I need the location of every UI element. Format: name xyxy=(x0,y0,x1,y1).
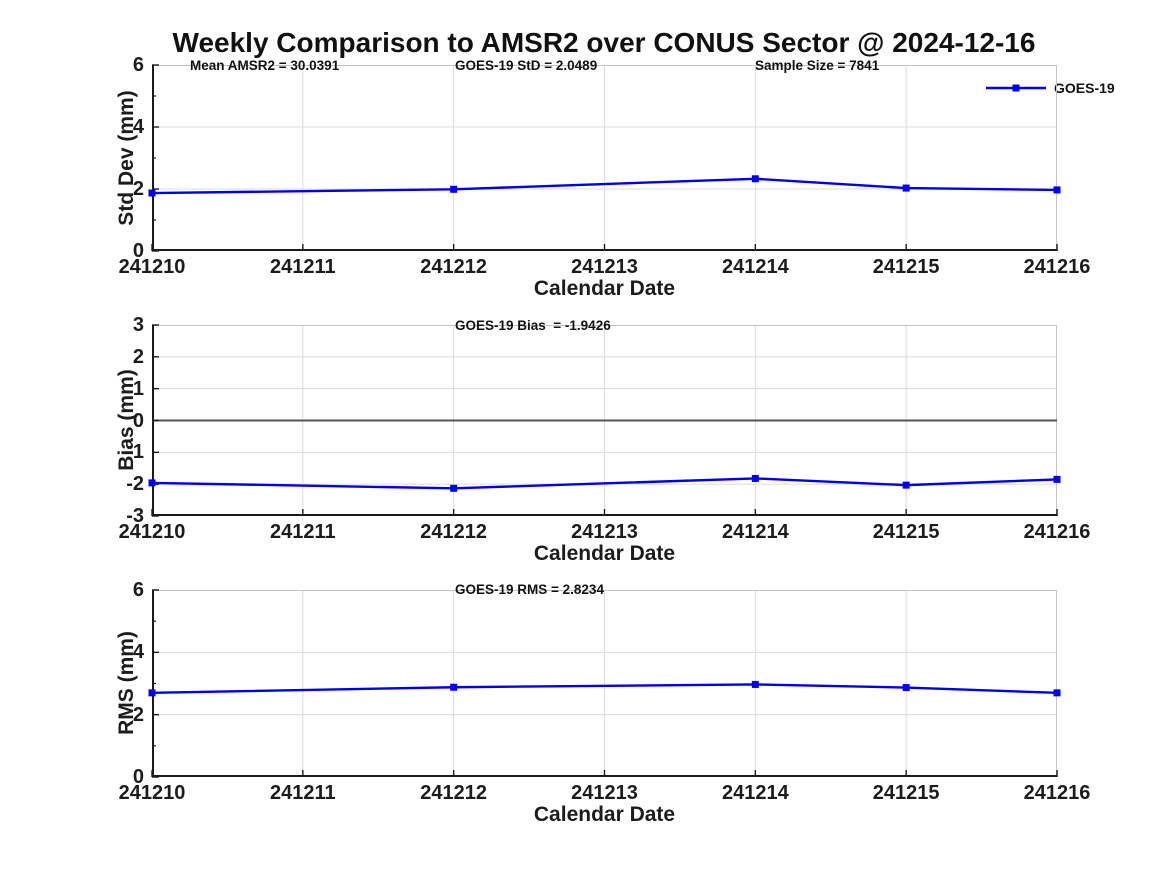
rms-y-tick-label: 0 xyxy=(132,766,144,788)
bias-x-tick-label: 241215 xyxy=(872,521,940,543)
rms-data-marker xyxy=(450,683,458,691)
rms-x-tick-label: 241211 xyxy=(270,782,336,804)
bias-y-tick-label: 2 xyxy=(132,345,144,368)
std-dev-y-tick-label: 0 xyxy=(132,240,144,262)
rms-data-marker xyxy=(148,689,156,697)
rms-y-tick-label: 4 xyxy=(132,641,144,664)
bias-x-tick-label: 241214 xyxy=(721,521,789,543)
rms-x-tick-label: 241216 xyxy=(1023,782,1091,804)
std-dev-y-tick-label: 4 xyxy=(132,116,144,138)
rms-x-tick-label: 241215 xyxy=(872,782,940,804)
rms-x-tick-label: 241210 xyxy=(118,782,186,804)
std-dev-data-marker xyxy=(1053,186,1061,194)
std-dev-data-marker xyxy=(902,184,910,192)
annotation-goes19-bias: GOES-19 Bias = -1.9426 xyxy=(455,318,611,333)
rms-y-tick-label: 2 xyxy=(132,703,144,726)
bias-y-tick-label: -3 xyxy=(126,505,144,527)
bias-data-marker xyxy=(902,481,910,489)
bias-y-tick-label: 3 xyxy=(132,314,144,336)
std-dev-data-marker xyxy=(751,175,759,183)
legend-label: GOES-19 xyxy=(1054,80,1115,96)
stddev-x-axis-label: Calendar Date xyxy=(533,277,676,300)
legend-line-marker-icon xyxy=(986,84,1046,92)
stddev-y-axis-label: Std Dev (mm) xyxy=(115,90,138,226)
std-dev-x-tick-label: 241212 xyxy=(420,256,488,278)
std-dev-x-tick-label: 241215 xyxy=(872,256,940,278)
rms-y-tick-label: 6 xyxy=(132,579,144,601)
bias-y-axis-label: Bias (mm) xyxy=(115,369,138,471)
std-dev-x-tick-label: 241210 xyxy=(118,256,186,278)
annotation-goes19-rms: GOES-19 RMS = 2.8234 xyxy=(455,582,604,597)
rms-chart-svg xyxy=(148,589,1061,778)
page-title: Weekly Comparison to AMSR2 over CONUS Se… xyxy=(172,27,1036,58)
bias-plot-area: 241210 241211 241212 241213 241214 241215 2412… xyxy=(119,314,1091,543)
bias-x-tick-label: 241211 xyxy=(270,521,336,543)
rms-x-tick-label: 241214 xyxy=(721,782,789,804)
std-dev-chart-svg xyxy=(148,64,1061,252)
std-dev-y-tick-label: 2 xyxy=(132,178,144,200)
bias-chart-svg xyxy=(148,324,1061,517)
bias-y-tick-label: 1 xyxy=(132,377,144,400)
bias-data-marker xyxy=(450,484,458,492)
rms-data-marker xyxy=(902,684,910,692)
bias-x-tick-label: 241216 xyxy=(1023,521,1091,543)
legend: GOES-19 xyxy=(986,80,1115,96)
stddev-plot-area: 241210 241211 241212 241213 241214 241215 2412… xyxy=(119,54,1091,278)
bias-x-tick-label: 241212 xyxy=(420,521,488,543)
annotation-goes19-std: GOES-19 StD = 2.0489 xyxy=(455,58,598,73)
rms-x-tick-label: 241212 xyxy=(420,782,488,804)
std-dev-y-tick-label: 6 xyxy=(132,54,144,76)
rms-y-axis-label: RMS (mm) xyxy=(115,631,138,735)
annotation-mean-amsr2: Mean AMSR2 = 30.0391 xyxy=(190,58,340,73)
rms-x-axis-label: Calendar Date xyxy=(533,803,676,826)
bias-x-tick-label: 241210 xyxy=(118,521,186,543)
annotation-sample-size: Sample Size = 7841 xyxy=(755,58,880,73)
rms-data-marker xyxy=(751,680,759,688)
std-dev-x-tick-label: 241211 xyxy=(270,256,336,278)
bias-data-marker xyxy=(148,479,156,487)
bias-y-tick-label: -1 xyxy=(126,441,144,464)
std-dev-x-tick-label: 241214 xyxy=(721,256,789,278)
rms-plot-area: 241210 241211 241212 241213 241214 241215 2412… xyxy=(119,579,1091,804)
std-dev-x-tick-label: 241213 xyxy=(571,256,638,278)
bias-y-tick-label: -2 xyxy=(126,473,144,496)
std-dev-data-marker xyxy=(450,185,458,193)
bias-y-tick-label: 0 xyxy=(132,409,144,432)
bias-x-tick-label: 241213 xyxy=(571,521,638,543)
bias-x-axis-label: Calendar Date xyxy=(533,542,676,565)
rms-x-tick-label: 241213 xyxy=(571,782,638,804)
rms-data-marker xyxy=(1053,689,1061,697)
std-dev-data-marker xyxy=(148,189,156,197)
bias-data-marker xyxy=(1053,475,1061,483)
bias-data-marker xyxy=(751,474,759,482)
std-dev-x-tick-label: 241216 xyxy=(1023,256,1091,278)
